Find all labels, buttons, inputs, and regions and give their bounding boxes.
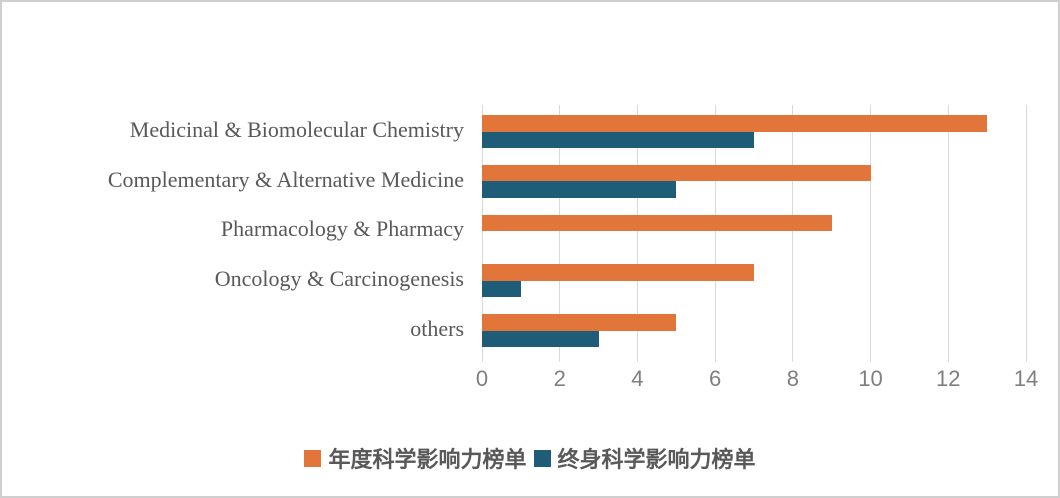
- bar-annual: [482, 264, 754, 281]
- value-axis: 0 2 4 6 8 10 12 14: [476, 366, 1038, 394]
- tick-mark: [481, 354, 483, 362]
- legend-item-annual: 年度科学影响力榜单: [304, 442, 527, 474]
- x-tick-label: 12: [936, 366, 961, 391]
- grid-line: [870, 105, 872, 354]
- tick-mark: [636, 354, 638, 362]
- category-label: others: [410, 316, 464, 342]
- tick-mark: [559, 354, 561, 362]
- category-label: Medicinal & Biomolecular Chemistry: [129, 116, 464, 142]
- category-label: Oncology & Carcinogenesis: [214, 266, 464, 292]
- plot-area: [481, 105, 1027, 362]
- category-label: Complementary & Alternative Medicine: [107, 166, 464, 192]
- tick-mark: [792, 354, 794, 362]
- category-label: Pharmacology & Pharmacy: [220, 216, 464, 242]
- x-tick-label: 2: [553, 366, 566, 391]
- bar-annual: [482, 214, 832, 232]
- category-axis: Medicinal & Biomolecular Chemistry Comple…: [2, 105, 464, 354]
- legend-label-annual: 年度科学影响力榜单: [328, 447, 527, 472]
- bar-lifetime: [482, 280, 521, 298]
- legend-swatch-lifetime: [533, 449, 551, 467]
- bar-annual: [482, 115, 988, 132]
- x-tick-label: 4: [631, 366, 644, 391]
- tick-mark: [714, 354, 716, 362]
- tick-mark: [947, 354, 949, 362]
- legend-item-lifetime: 终身科学影响力榜单: [533, 442, 756, 474]
- x-tick-label: 8: [786, 366, 799, 391]
- legend-swatch-annual: [304, 449, 322, 467]
- x-tick-label: 6: [709, 366, 722, 391]
- x-tick-label: 10: [858, 366, 883, 391]
- x-tick-label: 14: [1013, 366, 1039, 391]
- x-tick-label: 0: [475, 366, 489, 391]
- bar-annual: [482, 314, 677, 331]
- grid-line: [947, 105, 949, 354]
- legend-label-lifetime: 终身科学影响力榜单: [557, 447, 756, 472]
- bar-lifetime: [482, 330, 599, 348]
- grid-line: [1025, 105, 1027, 354]
- bar-lifetime: [482, 181, 677, 198]
- tick-mark: [1025, 354, 1027, 362]
- tick-mark: [870, 354, 872, 362]
- legend: 年度科学影响力榜单 终身科学影响力榜单: [2, 442, 1058, 474]
- bar-annual: [482, 164, 871, 182]
- bar-lifetime: [482, 131, 754, 148]
